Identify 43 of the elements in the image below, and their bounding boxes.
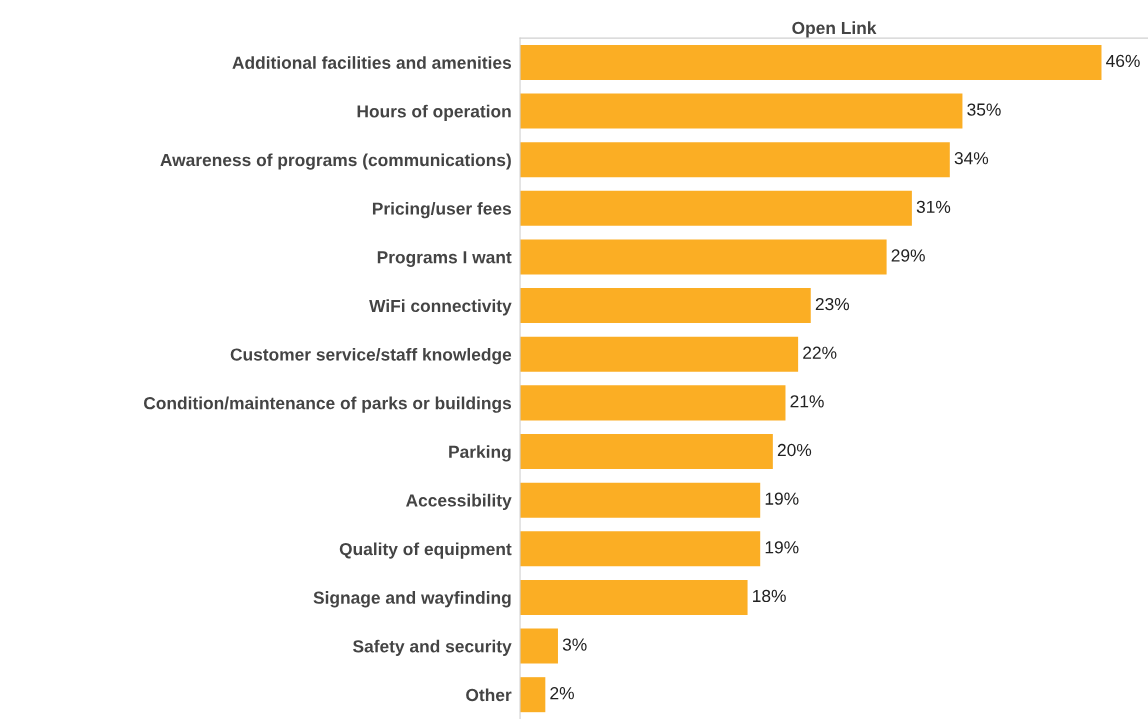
data-label: 29%	[891, 249, 925, 262]
y-tick-label: Quality of equipment	[339, 542, 512, 559]
bar	[520, 531, 761, 567]
data-label: 31%	[916, 200, 951, 213]
bar	[520, 93, 963, 129]
bar	[520, 190, 912, 226]
y-tick-label: Customer service/staff knowledge	[230, 347, 512, 365]
data-label: 21%	[790, 395, 824, 408]
bar	[520, 677, 546, 713]
y-tick-label: Signage and wayfinding	[313, 591, 511, 608]
y-tick-label: Pricing/user fees	[372, 202, 512, 219]
y-tick-label: WiFi connectivity	[369, 299, 512, 316]
data-label: 3%	[562, 638, 587, 651]
data-label: 19%	[765, 492, 799, 505]
chart-title: Open Link	[792, 21, 877, 38]
y-tick-label: Programs I want	[377, 251, 512, 267]
y-tick-label: Awareness of programs (communications)	[160, 153, 511, 170]
bar	[520, 288, 811, 324]
y-tick-label: Safety and security	[353, 639, 512, 656]
bar	[520, 434, 773, 470]
data-label: 46%	[1106, 54, 1140, 68]
data-label: 18%	[753, 589, 786, 603]
data-label: 2%	[550, 687, 574, 700]
bar	[520, 482, 761, 518]
bar	[520, 336, 799, 372]
data-label: 35%	[967, 103, 1001, 116]
bar	[520, 239, 887, 275]
bar	[520, 44, 1102, 80]
y-tick-label: Other	[466, 688, 512, 702]
data-label: 22%	[803, 346, 837, 359]
data-label: 20%	[777, 443, 812, 457]
bar	[520, 142, 950, 178]
data-label: 19%	[765, 541, 799, 554]
data-label: 34%	[954, 152, 989, 165]
y-tick-label: Accessibility	[406, 493, 512, 511]
y-tick-label: Hours of operation	[357, 104, 511, 121]
y-tick-label: Condition/maintenance of parks or buildings	[143, 396, 512, 413]
y-tick-label: Parking	[449, 445, 511, 462]
bar	[520, 579, 748, 615]
bar	[520, 628, 558, 664]
y-tick-label: Additional facilities and amenities	[232, 56, 512, 69]
data-label: 23%	[815, 297, 850, 311]
bar	[520, 385, 786, 421]
